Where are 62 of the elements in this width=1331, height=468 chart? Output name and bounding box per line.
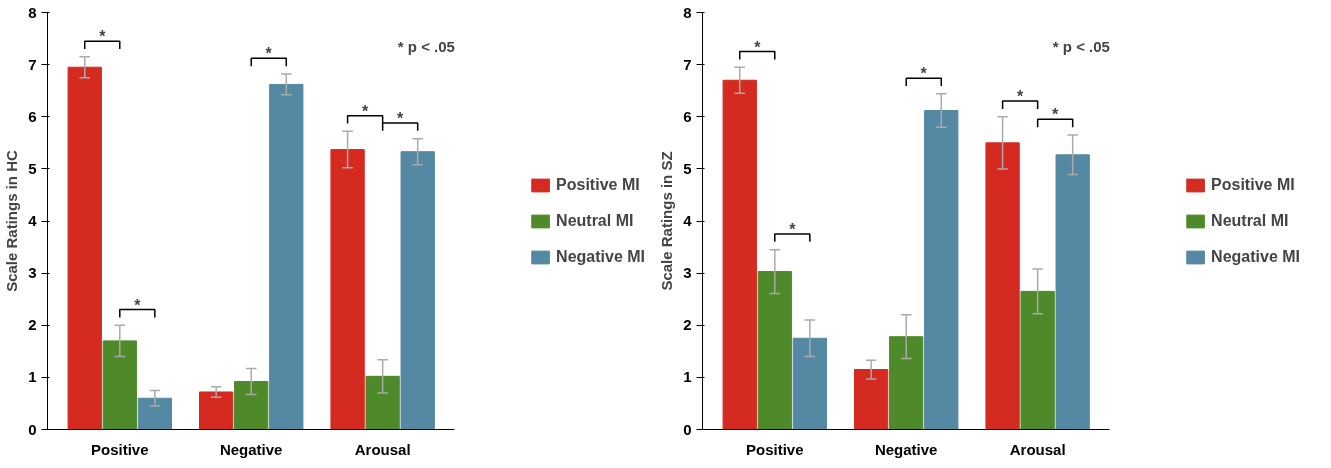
x-tick-label: Arousal	[354, 440, 411, 458]
bar	[365, 375, 400, 430]
annotation: *	[1052, 106, 1060, 124]
y-tick-label: 8	[683, 3, 692, 21]
bar	[269, 83, 304, 430]
bar	[67, 66, 102, 430]
bar	[1020, 290, 1055, 430]
y-tick-label: 1	[683, 368, 692, 386]
y-tick-label: 2	[28, 316, 37, 334]
annotation: *	[134, 296, 142, 314]
annotation: *	[99, 28, 107, 46]
y-tick-label: 6	[683, 107, 692, 125]
y-tick-label: 0	[683, 420, 692, 438]
bar	[889, 336, 924, 430]
bar	[1055, 154, 1090, 430]
x-tick-label: Arousal	[1009, 440, 1066, 458]
y-tick-label: 3	[28, 264, 37, 282]
bar	[137, 397, 172, 430]
y-tick-label: 8	[28, 3, 37, 21]
annotation: *	[265, 45, 273, 63]
annotation: *	[754, 38, 762, 56]
y-tick-label: 7	[28, 55, 37, 73]
annotation: *	[397, 110, 405, 127]
bar	[330, 149, 365, 430]
x-tick-label: Negative	[219, 440, 283, 458]
y-tick-label: 4	[28, 212, 38, 229]
annotation: * p < .05	[1052, 37, 1110, 55]
y-tick-label: 3	[683, 264, 692, 282]
annotation: *	[362, 102, 370, 120]
annotation: *	[1017, 88, 1025, 106]
annotation: *	[920, 65, 928, 83]
legend-label: Negative MI	[556, 247, 645, 266]
legend-label: Neutral MI	[556, 211, 634, 230]
y-tick-label: 5	[28, 159, 37, 177]
annotation: * p < .05	[397, 37, 455, 55]
bar	[757, 271, 792, 430]
y-tick-label: 2	[683, 316, 692, 334]
x-tick-label: Positive	[746, 440, 804, 458]
bar	[400, 151, 435, 430]
bar	[722, 79, 757, 430]
legend-label: Neutral MI	[1211, 211, 1289, 230]
legend-label: Positive MI	[1211, 175, 1295, 194]
y-tick-label: 5	[683, 159, 692, 177]
bar	[102, 340, 137, 430]
y-tick-label: 0	[28, 420, 37, 438]
annotation: *	[789, 221, 797, 239]
bar	[792, 337, 827, 430]
bar	[854, 369, 889, 430]
y-tick-label: 4	[683, 212, 693, 229]
y-tick-label: 1	[28, 368, 37, 386]
x-tick-label: Negative	[874, 440, 938, 458]
y-axis-title: Scale Ratings in HC	[3, 149, 21, 292]
bar	[234, 381, 269, 430]
y-tick-label: 6	[28, 107, 37, 125]
legend-label: Negative MI	[1211, 247, 1300, 266]
legend-label: Positive MI	[556, 175, 640, 194]
bar	[199, 391, 234, 430]
x-tick-label: Positive	[91, 440, 149, 458]
y-tick-label: 7	[683, 55, 692, 73]
y-axis-title: Scale Ratings in SZ	[658, 151, 676, 291]
bar	[985, 142, 1020, 430]
bar	[924, 110, 959, 430]
